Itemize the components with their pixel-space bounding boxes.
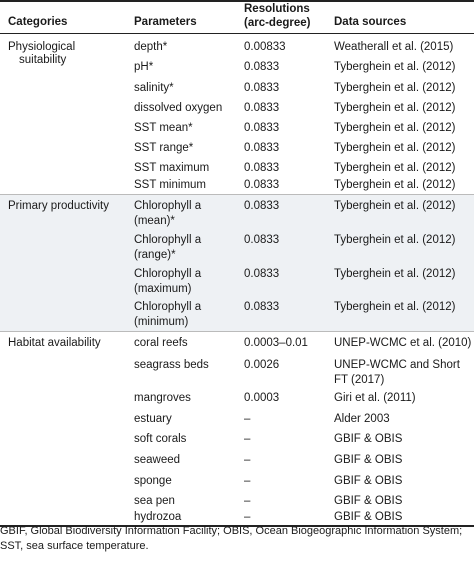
- source-cell: GBIF & OBIS: [334, 433, 403, 445]
- resolution-cell: 0.0026: [244, 359, 280, 371]
- parameter-cell: hydrozoa: [134, 511, 182, 523]
- resolution-cell: 0.0833: [244, 301, 280, 313]
- resolution-cell: –: [244, 511, 251, 523]
- bottom-rule: [0, 525, 474, 527]
- source-cell: UNEP-WCMC and Short: [334, 359, 460, 371]
- resolution-cell: –: [244, 454, 251, 466]
- parameter-cell: Chlorophyll a: [134, 200, 202, 212]
- source-cell: GBIF & OBIS: [334, 511, 403, 523]
- parameter-cell: depth*: [134, 41, 168, 53]
- table-footnote: GBIF, Global Biodiversity Information Fa…: [0, 525, 463, 552]
- category-label: Physiological: [8, 41, 76, 53]
- resolution-cell: 0.00833: [244, 41, 286, 53]
- parameter-cell: dissolved oxygen: [134, 102, 223, 114]
- parameter-cell: soft corals: [134, 433, 187, 445]
- source-cell: Tyberghein et al. (2012): [334, 234, 456, 246]
- parameter-cell: estuary: [134, 413, 172, 425]
- header-resolutions: Resolutions: [244, 3, 310, 15]
- source-cell: GBIF & OBIS: [334, 495, 403, 507]
- parameter-cell: Chlorophyll a: [134, 234, 202, 246]
- source-cell: GBIF & OBIS: [334, 475, 403, 487]
- section-primary-productivity: Primary productivity Chlorophyll a (mean…: [0, 195, 474, 331]
- source-cell: Tyberghein et al. (2012): [334, 61, 456, 73]
- header-parameters: Parameters: [134, 16, 197, 28]
- source-cell: Alder 2003: [334, 413, 390, 425]
- resolution-cell: 0.0833: [244, 102, 280, 114]
- parameter-cell: (mean)*: [134, 215, 175, 227]
- source-cell: Tyberghein et al. (2012): [334, 102, 456, 114]
- section-physiological-suitability: Physiological suitability depth* 0.00833…: [0, 34, 474, 194]
- parameter-cell: SST mean*: [134, 122, 193, 134]
- parameter-cell: salinity*: [134, 82, 174, 94]
- source-cell: Tyberghein et al. (2012): [334, 268, 456, 280]
- resolution-cell: –: [244, 495, 251, 507]
- parameter-cell: seagrass beds: [134, 359, 209, 371]
- parameter-cell: (range)*: [134, 249, 176, 261]
- source-cell: Weatherall et al. (2015): [334, 41, 454, 53]
- source-cell: Tyberghein et al. (2012): [334, 200, 456, 212]
- section-rule: [0, 194, 474, 195]
- resolution-cell: –: [244, 433, 251, 445]
- parameter-cell: seaweed: [134, 454, 181, 466]
- source-cell: UNEP-WCMC et al. (2010): [334, 337, 472, 349]
- resolution-cell: –: [244, 475, 251, 487]
- resolution-cell: –: [244, 413, 251, 425]
- section-habitat-availability: Habitat availability coral reefs 0.0003–…: [0, 332, 474, 526]
- source-cell: Tyberghein et al. (2012): [334, 179, 456, 191]
- source-cell: Tyberghein et al. (2012): [334, 301, 456, 313]
- resolution-cell: 0.0833: [244, 234, 280, 246]
- source-cell: Tyberghein et al. (2012): [334, 122, 456, 134]
- section-rule: [0, 331, 474, 332]
- resolution-cell: 0.0833: [244, 179, 280, 191]
- resolution-cell: 0.0833: [244, 142, 280, 154]
- header-rule: [0, 33, 474, 34]
- category-label: Primary productivity: [8, 200, 109, 212]
- resolution-cell: 0.0833: [244, 162, 280, 174]
- top-rule: [0, 0, 474, 2]
- resolution-cell: 0.0833: [244, 122, 280, 134]
- resolution-cell: 0.0003: [244, 392, 280, 404]
- resolution-cell: 0.0003–0.01: [244, 337, 308, 349]
- parameter-cell: sponge: [134, 475, 172, 487]
- resolution-cell: 0.0833: [244, 61, 280, 73]
- parameter-cell: mangroves: [134, 392, 191, 404]
- resolution-cell: 0.0833: [244, 200, 280, 212]
- parameter-cell: (maximum): [134, 283, 192, 295]
- parameter-cell: (minimum): [134, 316, 189, 328]
- parameter-cell: Chlorophyll a: [134, 301, 202, 313]
- parameter-cell: SST minimum: [134, 179, 206, 191]
- source-cell: FT (2017): [334, 374, 385, 386]
- header-data-sources: Data sources: [334, 16, 407, 28]
- parameter-cell: coral reefs: [134, 337, 188, 349]
- source-cell: Tyberghein et al. (2012): [334, 162, 456, 174]
- parameter-cell: pH*: [134, 61, 154, 73]
- source-cell: Giri et al. (2011): [334, 392, 416, 404]
- resolution-cell: 0.0833: [244, 268, 280, 280]
- parameter-cell: SST maximum: [134, 162, 210, 174]
- source-cell: Tyberghein et al. (2012): [334, 142, 456, 154]
- parameter-cell: sea pen: [134, 495, 175, 507]
- category-label: Habitat availability: [8, 337, 101, 349]
- source-cell: Tyberghein et al. (2012): [334, 82, 456, 94]
- header-resolutions-unit: (arc-degree): [244, 17, 311, 29]
- resolution-cell: 0.0833: [244, 82, 280, 94]
- parameter-cell: SST range*: [134, 142, 194, 154]
- source-cell: GBIF & OBIS: [334, 454, 403, 466]
- header-categories: Categories: [8, 16, 68, 28]
- parameter-cell: Chlorophyll a: [134, 268, 202, 280]
- category-label: suitability: [19, 54, 67, 66]
